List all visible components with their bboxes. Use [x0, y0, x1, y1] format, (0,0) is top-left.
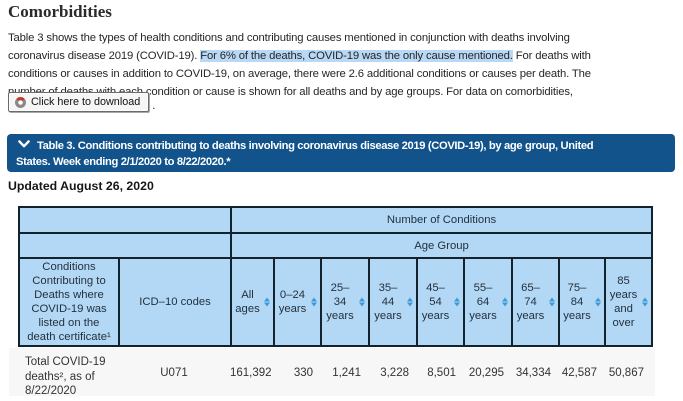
sort-up-arrow [595, 297, 601, 302]
sort-down-arrow [549, 302, 555, 307]
column-header-45-54-years[interactable]: 45–54 years [416, 257, 465, 347]
sort-icon[interactable] [407, 297, 413, 307]
sort-down-arrow [642, 302, 649, 307]
sort-down-arrow [595, 302, 601, 307]
chevron-down-icon [18, 138, 30, 154]
sort-up-arrow [311, 297, 317, 302]
sort-up-arrow [264, 297, 270, 302]
column-header-65-74-years[interactable]: 65–74 years [511, 257, 560, 347]
column-header-conditions-contributing-to-d: Conditions Contributing to Deaths where … [18, 257, 120, 347]
sort-up-arrow [549, 297, 555, 302]
conditions-table-header: Number of Conditions Age Group Condition… [18, 206, 654, 347]
table-column-header-row: Conditions Contributing to Deaths where … [18, 257, 654, 347]
column-header-label: ICD–10 codes [139, 296, 211, 308]
row-value-cell: 50,867 [608, 367, 644, 380]
column-header-25-34-years[interactable]: 25–34 years [320, 257, 370, 347]
sort-down-arrow [264, 302, 270, 307]
sort-icon[interactable] [642, 297, 649, 307]
column-header-all-ages[interactable]: All ages [230, 257, 275, 347]
row-value-cell: 330 [293, 367, 313, 380]
row-value-cell: 34,334 [515, 367, 551, 380]
paragraph-text: conditions or causes in addition to COVI… [8, 68, 591, 80]
table3-accordion-header[interactable]: Table 3. Conditions contributing to deat… [7, 134, 675, 172]
column-header-label: 65–74 years [516, 282, 545, 322]
empty-corner-cell-1 [18, 206, 232, 234]
sort-icon[interactable] [549, 297, 555, 307]
paragraph-text: For deaths with [512, 50, 591, 62]
row-value-cell: 161,392 [230, 367, 272, 380]
column-header-75-84-years[interactable]: 75–84 years [558, 257, 606, 347]
accordion-title-line2: States. Week ending 2/1/2020 to 8/22/202… [16, 155, 231, 168]
paragraph-line: number of deaths with each condition or … [8, 83, 591, 101]
column-header-label: 55–64 years [469, 282, 497, 322]
column-header-35-44-years[interactable]: 35–44 years [368, 257, 418, 347]
paragraph-text: number of deaths with each condition or … [8, 86, 573, 98]
column-header-icd-10-codes: ICD–10 codes [118, 257, 232, 347]
sort-down-arrow [502, 302, 508, 307]
selection-highlight: For 6% of the deaths, COVID-19 was the o… [200, 50, 513, 62]
column-header-0-24-years[interactable]: 0–24 years [273, 257, 322, 347]
row-value-cell: 42,587 [561, 367, 597, 380]
paragraph-text: Table 3 shows the types of health condit… [8, 32, 570, 44]
paragraph-text: coronavirus disease 2019 (COVID-19). [8, 50, 201, 62]
page-title: Comorbidities [8, 2, 112, 21]
column-header-label: All ages [235, 289, 260, 315]
table-group-row-2: Age Group [18, 232, 654, 259]
download-button[interactable]: Click here to download [8, 92, 150, 112]
sort-up-arrow [642, 297, 649, 302]
age-group-header: Age Group [229, 232, 654, 259]
column-header-label: Conditions Contributing to Deaths where … [27, 261, 111, 343]
sort-up-arrow [502, 297, 508, 302]
sort-down-arrow [311, 302, 317, 307]
row-value-cell: 8,501 [427, 367, 456, 380]
sort-up-arrow [407, 297, 413, 302]
accordion-title-line1: Table 3. Conditions contributing to deat… [16, 138, 665, 155]
column-header-label: 35–44 years [374, 282, 402, 322]
column-header-label: 85 years and over [609, 275, 638, 329]
after-button-period: . [152, 100, 156, 112]
row-icd10-cell: U071 [160, 367, 188, 380]
download-button-label: Click here to download [31, 96, 141, 108]
sort-icon[interactable] [502, 297, 508, 307]
paragraph-line: coronavirus disease 2019 (COVID-19). For… [8, 47, 591, 65]
table-group-row-1: Number of Conditions [18, 206, 654, 234]
sort-down-arrow [359, 302, 365, 307]
sort-icon[interactable] [311, 297, 317, 307]
row-condition-cell: Total COVID-19 deaths², as of 8/22/2020 [25, 356, 106, 397]
donut-chart-icon [15, 96, 26, 108]
row-value-cell: 1,241 [332, 367, 361, 380]
row-value-cell: 3,228 [380, 367, 409, 380]
sort-icon[interactable] [454, 297, 460, 307]
updated-date: Updated August 26, 2020 [8, 179, 154, 193]
download-line: Click here to download . [8, 92, 155, 112]
sort-down-arrow [407, 302, 413, 307]
column-header-label: 75–84 years [563, 282, 591, 322]
column-header-label: 0–24 years [278, 289, 307, 315]
column-header-85-years-and-over[interactable]: 85 years and over [603, 257, 654, 347]
paragraph-line: Table 3 shows the types of health condit… [8, 29, 591, 47]
sort-icon[interactable] [359, 297, 365, 307]
row-value-cell: 20,295 [468, 367, 504, 380]
intro-paragraph: Table 3 shows the types of health condit… [8, 29, 591, 101]
column-header-label: 25–34 years [326, 282, 354, 322]
paragraph-line: conditions or causes in addition to COVI… [8, 65, 591, 83]
sort-up-arrow [454, 297, 460, 302]
number-of-conditions-header: Number of Conditions [229, 206, 654, 234]
column-header-55-64-years[interactable]: 55–64 years [463, 257, 513, 347]
table-row: Total COVID-19 deaths², as of 8/22/2020 U… [9, 348, 655, 397]
sort-down-arrow [454, 302, 460, 307]
sort-icon[interactable] [595, 297, 601, 307]
sort-icon[interactable] [264, 297, 270, 307]
column-header-label: 45–54 years [421, 282, 450, 322]
sort-up-arrow [359, 297, 365, 302]
empty-corner-cell-2 [18, 232, 232, 259]
